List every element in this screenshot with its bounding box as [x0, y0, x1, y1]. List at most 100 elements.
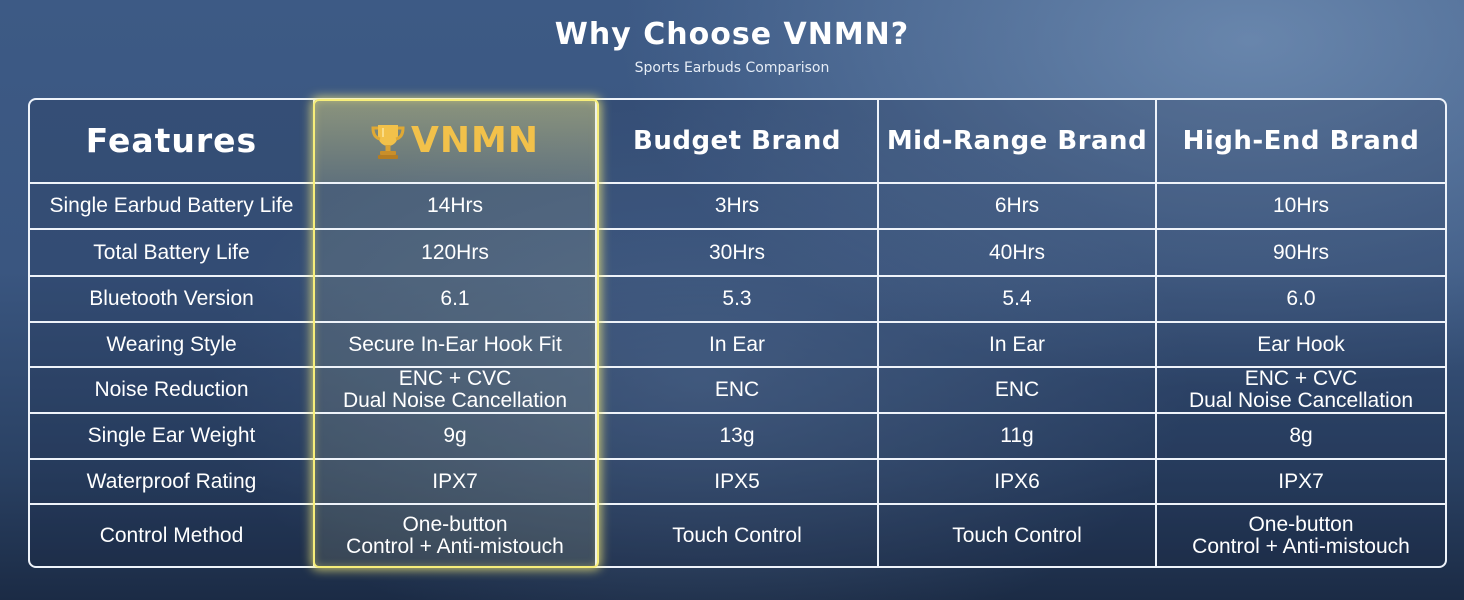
- value-cell-mid-range-brand: 40Hrs: [879, 230, 1157, 277]
- value-lines: 10Hrs: [1273, 195, 1329, 217]
- value-text: 8g: [1289, 424, 1313, 447]
- value-lines: Secure In-Ear Hook Fit: [348, 332, 562, 356]
- value-cell-mid-range-brand: 11g: [879, 414, 1157, 460]
- value-lines: IPX5: [714, 469, 760, 493]
- value-cell-budget-brand: In Ear: [597, 323, 879, 368]
- page-title: Why Choose VNMN?: [554, 17, 910, 52]
- value-lines: 5.4: [1002, 288, 1031, 310]
- value-cell-vnmn: 14Hrs: [315, 184, 597, 230]
- value-cell-vnmn: One-button Control + Anti-mistouch: [315, 505, 597, 566]
- value-text: 5.4: [1002, 287, 1032, 310]
- value-cell-mid-range-brand: In Ear: [879, 323, 1157, 368]
- value-text: ENC: [994, 378, 1040, 401]
- value-text: One-button: [1248, 512, 1354, 536]
- feature-label: Waterproof Rating: [30, 460, 315, 505]
- header-budget-brand: Budget Brand: [597, 100, 879, 184]
- value-lines: ENC: [995, 379, 1039, 401]
- value-text: Control + Anti-mistouch: [346, 534, 564, 558]
- value-lines: Ear Hook: [1257, 332, 1345, 356]
- header-vnmn: VNMN: [315, 100, 597, 184]
- value-text: IPX7: [432, 469, 478, 493]
- value-text: 11g: [1000, 424, 1034, 447]
- value-cell-budget-brand: 30Hrs: [597, 230, 879, 277]
- value-text: IPX5: [714, 469, 760, 493]
- value-text: 90Hrs: [1272, 240, 1330, 264]
- value-lines: 8g: [1289, 425, 1312, 447]
- value-lines: One-button Control + Anti-mistouch: [1192, 512, 1410, 558]
- value-cell-budget-brand: 5.3: [597, 277, 879, 323]
- value-cell-vnmn: 9g: [315, 414, 597, 460]
- vnmn-header-label: VNMN: [411, 120, 539, 161]
- value-cell-mid-range-brand: ENC: [879, 368, 1157, 414]
- value-text: One-button: [402, 512, 508, 536]
- value-cell-budget-brand: 3Hrs: [597, 184, 879, 230]
- value-cell-high-end-brand: Ear Hook: [1157, 323, 1445, 368]
- value-lines: IPX7: [432, 469, 478, 493]
- value-text: IPX6: [994, 469, 1040, 493]
- header-high-end-brand: High-End Brand: [1157, 100, 1445, 184]
- feature-label: Wearing Style: [30, 323, 315, 368]
- value-cell-budget-brand: 13g: [597, 414, 879, 460]
- value-lines: Touch Control: [952, 524, 1082, 547]
- value-lines: IPX6: [994, 469, 1040, 493]
- value-lines: 5.3: [722, 288, 751, 310]
- value-lines: 11g: [1000, 425, 1033, 447]
- value-lines: 6Hrs: [995, 195, 1039, 217]
- value-lines: 40Hrs: [988, 240, 1046, 264]
- value-lines: ENC + CVC Dual Noise Cancellation: [343, 368, 567, 412]
- value-text: 6.1: [440, 287, 470, 310]
- value-cell-mid-range-brand: 5.4: [879, 277, 1157, 323]
- value-cell-high-end-brand: IPX7: [1157, 460, 1445, 505]
- value-text: 30Hrs: [708, 240, 766, 264]
- value-cell-budget-brand: ENC: [597, 368, 879, 414]
- value-lines: IPX7: [1278, 469, 1324, 493]
- value-text: In Ear: [708, 332, 766, 356]
- value-cell-budget-brand: IPX5: [597, 460, 879, 505]
- value-lines: 14Hrs: [427, 195, 483, 217]
- value-lines: 30Hrs: [708, 240, 766, 264]
- value-cell-budget-brand: Touch Control: [597, 505, 879, 566]
- value-lines: Touch Control: [672, 523, 802, 547]
- feature-label: Bluetooth Version: [30, 277, 315, 323]
- value-lines: One-button Control + Anti-mistouch: [346, 512, 564, 558]
- value-lines: ENC + CVC Dual Noise Cancellation: [1189, 368, 1413, 412]
- comparison-grid: Features VNMN Budget Brand Mid-Range Bra…: [30, 100, 1445, 566]
- value-text: Touch Control: [672, 523, 802, 547]
- value-text: IPX7: [1278, 469, 1324, 493]
- value-text: ENC + CVC: [398, 367, 512, 390]
- header-mid-range-brand: Mid-Range Brand: [879, 100, 1157, 184]
- value-text: 14Hrs: [426, 194, 484, 217]
- feature-label: Total Battery Life: [30, 230, 315, 277]
- value-lines: 120Hrs: [421, 240, 489, 264]
- value-text: 120Hrs: [421, 240, 489, 264]
- value-text: Dual Noise Cancellation: [342, 389, 568, 412]
- value-cell-vnmn: 6.1: [315, 277, 597, 323]
- value-text: 10Hrs: [1272, 194, 1330, 217]
- value-lines: In Ear: [989, 333, 1045, 356]
- value-text: 3Hrs: [714, 194, 760, 217]
- value-text: Control + Anti-mistouch: [1192, 534, 1410, 558]
- value-cell-mid-range-brand: IPX6: [879, 460, 1157, 505]
- value-text: 40Hrs: [988, 240, 1046, 264]
- value-lines: ENC: [715, 379, 759, 401]
- feature-label: Control Method: [30, 505, 315, 566]
- page-subtitle: Sports Earbuds Comparison: [634, 60, 830, 76]
- value-text: 6Hrs: [994, 194, 1040, 217]
- value-text: 13g: [719, 424, 755, 447]
- value-cell-vnmn: 120Hrs: [315, 230, 597, 277]
- comparison-table: Features VNMN Budget Brand Mid-Range Bra…: [28, 98, 1447, 568]
- value-cell-high-end-brand: 90Hrs: [1157, 230, 1445, 277]
- value-text: 6.0: [1286, 287, 1316, 310]
- value-cell-high-end-brand: 6.0: [1157, 277, 1445, 323]
- value-cell-vnmn: IPX7: [315, 460, 597, 505]
- value-text: ENC: [714, 378, 760, 401]
- value-text: Ear Hook: [1257, 332, 1345, 356]
- value-lines: 6.0: [1286, 288, 1315, 310]
- feature-label: Single Ear Weight: [30, 414, 315, 460]
- value-text: ENC + CVC: [1244, 367, 1358, 390]
- value-text: Secure In-Ear Hook Fit: [348, 332, 562, 356]
- value-cell-vnmn: Secure In-Ear Hook Fit: [315, 323, 597, 368]
- value-lines: In Ear: [708, 332, 766, 356]
- trophy-icon: [371, 125, 405, 159]
- vnmn-brand: VNMN: [371, 121, 539, 161]
